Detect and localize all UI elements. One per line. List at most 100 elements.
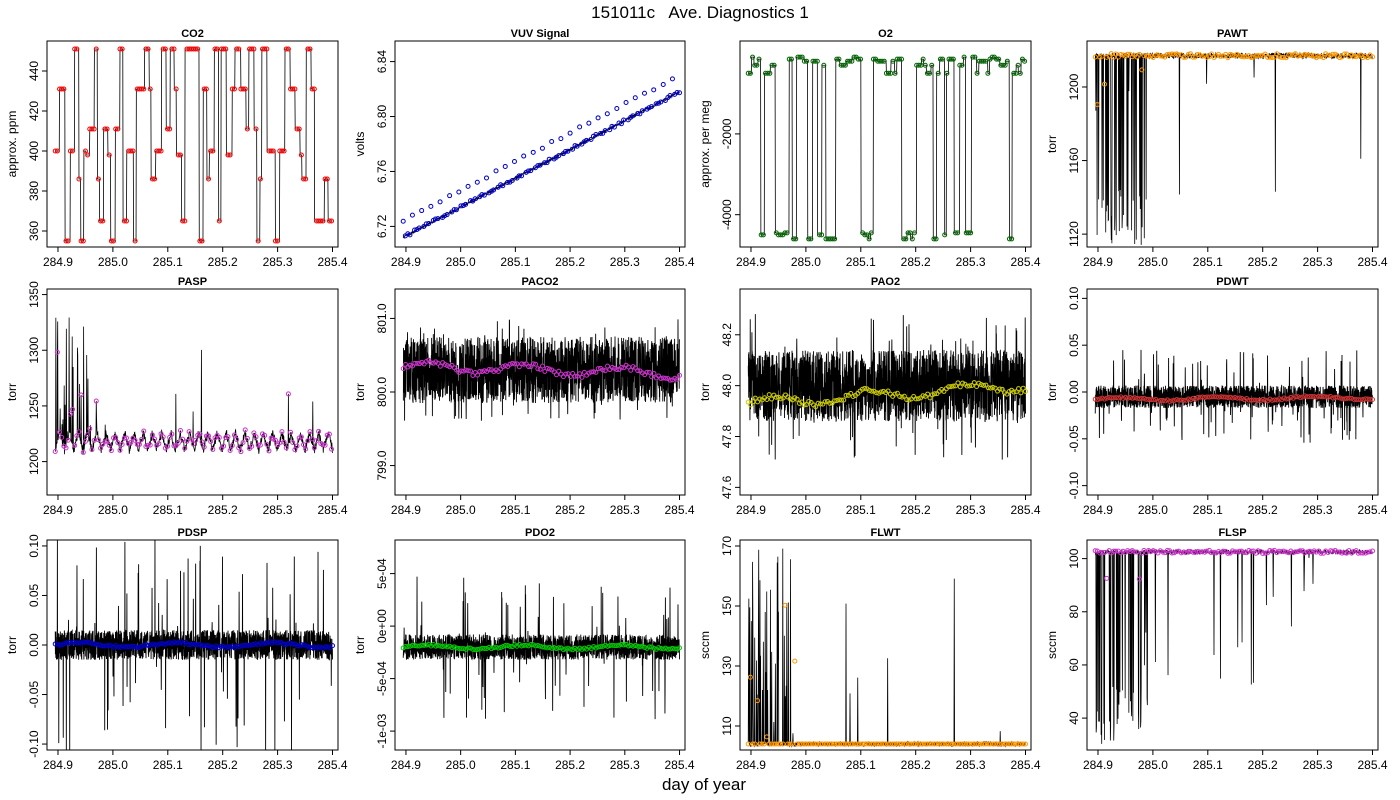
series-line-pdwt	[1094, 349, 1373, 443]
data-point-o2	[981, 58, 987, 64]
data-point-pdwt	[1157, 398, 1163, 404]
data-point-pdsp	[73, 640, 79, 646]
data-point-paco2	[407, 362, 413, 368]
data-point-vuv-signal	[435, 216, 441, 222]
y-tick-label-pdo2: 5e-04	[375, 558, 389, 589]
data-point-pasp	[305, 438, 311, 444]
data-point-flwt	[929, 741, 935, 747]
data-point-o2	[747, 70, 753, 76]
data-point-pao2	[969, 383, 975, 389]
data-point-pdsp	[120, 643, 126, 649]
data-point-paco2	[500, 364, 506, 370]
data-point-flwt	[997, 741, 1003, 747]
x-axis-label: day of year	[661, 775, 747, 794]
data-point-pao2	[843, 392, 849, 398]
data-point-pdo2	[449, 645, 455, 651]
x-tick-label-paco2: 285.1	[500, 503, 530, 517]
x-tick-label-co2: 285.1	[153, 255, 183, 269]
data-point-o2	[834, 56, 840, 62]
data-point-pao2	[838, 397, 844, 403]
data-point-flsp	[1360, 550, 1366, 556]
data-point-vuv-signal	[632, 95, 638, 101]
data-point-flsp	[1099, 549, 1105, 555]
data-point-vuv-signal	[521, 153, 527, 159]
data-point-co2	[255, 238, 261, 244]
data-point-pdsp	[127, 644, 133, 650]
y-axis-label-pdwt: torr	[1045, 383, 1059, 401]
data-point-pdwt	[1102, 396, 1108, 402]
data-point-flwt	[911, 741, 917, 747]
data-point-pasp	[89, 447, 95, 453]
data-point-o2	[804, 58, 810, 64]
data-point-pawt	[1313, 55, 1319, 61]
data-point-paco2	[481, 368, 487, 374]
data-point-o2	[814, 58, 820, 64]
data-point-pawt	[1195, 51, 1201, 57]
data-point-pao2	[803, 401, 809, 407]
data-point-flsp	[1213, 550, 1219, 556]
data-point-flsp	[1292, 549, 1298, 555]
data-point-o2	[1002, 62, 1008, 68]
data-point-pawt	[1092, 54, 1098, 60]
data-point-o2	[750, 54, 756, 60]
data-point-flwt	[903, 741, 909, 747]
data-point-pdwt	[1363, 396, 1369, 402]
x-tick-label-vuv-signal: 285.3	[610, 255, 640, 269]
data-point-pasp	[117, 447, 123, 453]
x-tick-label-pawt: 285.2	[1248, 255, 1278, 269]
y-tick-label-pawt: 1200	[1067, 73, 1081, 100]
data-point-pdo2	[595, 644, 601, 650]
data-point-flwt	[829, 741, 835, 747]
data-point-vuv-signal	[511, 158, 517, 164]
data-point-pawt	[1139, 67, 1145, 73]
data-point-o2	[821, 62, 827, 68]
data-point-flwt	[983, 741, 989, 747]
data-point-pao2	[1020, 385, 1026, 391]
data-point-co2	[208, 148, 214, 154]
data-point-pasp	[180, 436, 186, 442]
data-point-o2	[771, 62, 777, 68]
data-point-pdo2	[481, 646, 487, 651]
data-point-o2	[1000, 62, 1006, 68]
data-point-pdsp	[194, 642, 200, 648]
data-point-vuv-signal	[416, 225, 422, 231]
data-point-o2	[935, 70, 941, 76]
data-point-vuv-signal	[423, 221, 429, 227]
x-tick-label-flwt: 285.2	[901, 758, 931, 772]
data-point-flwt	[1006, 741, 1012, 747]
data-point-flsp	[1351, 549, 1357, 554]
data-point-vuv-signal	[468, 198, 474, 204]
data-point-pdo2	[505, 642, 511, 648]
data-point-co2	[301, 176, 307, 182]
data-point-pdo2	[547, 644, 552, 650]
data-point-co2	[201, 86, 207, 92]
data-point-pasp	[85, 432, 91, 438]
data-point-paco2	[628, 367, 634, 373]
data-point-pasp	[290, 439, 296, 445]
data-point-co2	[63, 238, 69, 244]
data-point-paco2	[663, 375, 669, 381]
data-point-flwt	[750, 741, 756, 747]
data-point-co2	[65, 238, 71, 244]
y-axis-label-o2: approx. per meg	[698, 100, 712, 187]
data-point-pawt	[1185, 51, 1191, 57]
data-point-vuv-signal	[528, 168, 534, 174]
data-point-vuv-signal	[493, 168, 499, 174]
y-tick-label-vuv-signal: 6.76	[375, 159, 389, 183]
data-point-co2	[244, 126, 250, 132]
data-point-vuv-signal	[667, 92, 673, 98]
data-point-pao2	[971, 380, 977, 386]
data-point-pasp	[141, 428, 147, 434]
data-point-pawt	[1265, 54, 1271, 60]
data-point-flwt	[913, 741, 919, 747]
data-point-pawt	[1320, 55, 1326, 61]
data-point-o2	[916, 62, 922, 68]
data-point-flsp	[1302, 550, 1308, 556]
data-point-pasp	[152, 436, 158, 442]
data-point-flsp	[1344, 550, 1350, 556]
data-point-co2	[119, 46, 125, 52]
data-point-vuv-signal	[637, 111, 643, 117]
data-point-flwt	[775, 741, 781, 747]
data-point-co2	[171, 46, 177, 52]
x-tick-label-pdwt: 285.4	[1357, 503, 1387, 517]
